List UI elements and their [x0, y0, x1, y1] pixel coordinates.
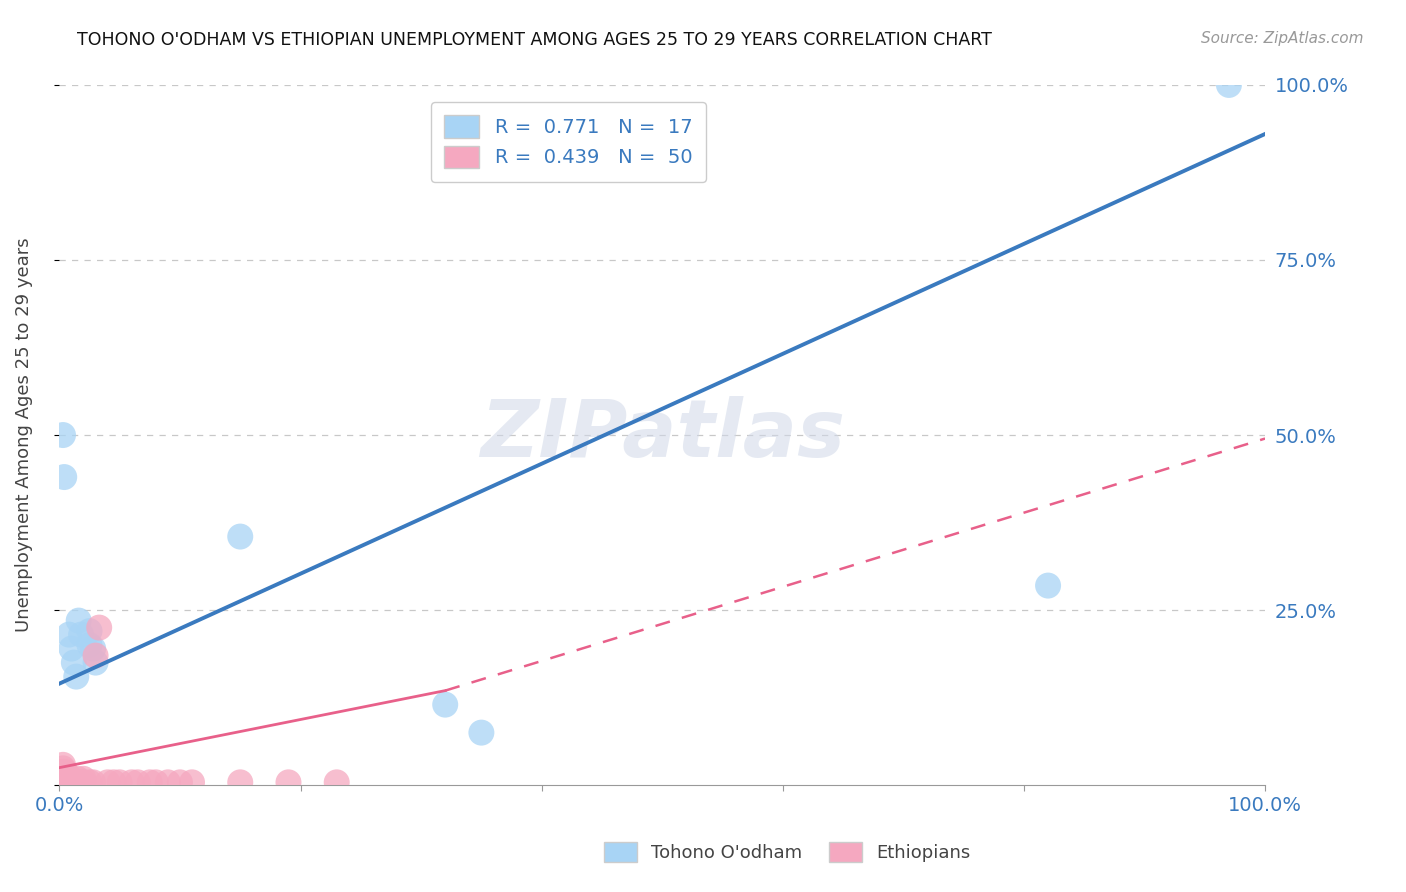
Point [121, 775, 143, 789]
Point [72, 775, 94, 789]
Point [79, 624, 101, 639]
Point [434, 698, 457, 712]
Point [55, 772, 77, 786]
Y-axis label: Unemployment Among Ages 25 to 29 years: Unemployment Among Ages 25 to 29 years [15, 238, 32, 632]
Point [66, 775, 89, 789]
Point [325, 775, 347, 789]
Point [145, 775, 167, 789]
Text: TOHONO O'ODHAM VS ETHIOPIAN UNEMPLOYMENT AMONG AGES 25 TO 29 YEARS CORRELATION C: TOHONO O'ODHAM VS ETHIOPIAN UNEMPLOYMENT… [77, 31, 993, 49]
Point [89, 621, 111, 635]
Point [56, 775, 79, 789]
Point [470, 725, 492, 739]
Point [97, 775, 120, 789]
Point [56, 772, 79, 786]
Point [56, 768, 79, 782]
Point [51, 772, 73, 786]
Point [229, 775, 252, 789]
Point [55, 772, 77, 786]
Point [63, 656, 86, 670]
Point [55, 775, 77, 789]
Point [52, 761, 75, 775]
Point [108, 775, 131, 789]
Point [181, 775, 204, 789]
Point [59, 775, 82, 789]
Legend: R =  0.771   N =  17, R =  0.439   N =  50: R = 0.771 N = 17, R = 0.439 N = 50 [430, 102, 706, 182]
Point [58, 775, 80, 789]
Point [277, 775, 299, 789]
Point [72, 772, 94, 786]
Legend: Tohono O'odham, Ethiopians: Tohono O'odham, Ethiopians [598, 834, 977, 870]
Point [53, 768, 76, 782]
Point [52, 775, 75, 789]
Point [63, 775, 86, 789]
Point [58, 627, 80, 641]
Point [52, 768, 75, 782]
Point [67, 614, 90, 628]
Point [139, 775, 162, 789]
Text: Source: ZipAtlas.com: Source: ZipAtlas.com [1201, 31, 1364, 46]
Point [51, 768, 73, 782]
Point [156, 775, 179, 789]
Point [53, 775, 76, 789]
Point [70, 627, 93, 641]
Point [127, 775, 149, 789]
Point [1218, 78, 1240, 92]
Point [84, 648, 107, 663]
Point [169, 775, 191, 789]
Point [51, 775, 73, 789]
Text: ZIPatlas: ZIPatlas [479, 396, 845, 474]
Point [52, 772, 75, 786]
Point [103, 775, 125, 789]
Point [60, 775, 83, 789]
Point [60, 772, 83, 786]
Point [1036, 578, 1059, 592]
Point [84, 656, 107, 670]
Point [66, 772, 89, 786]
Point [53, 772, 76, 786]
Point [229, 530, 252, 544]
Point [70, 775, 93, 789]
Point [52, 757, 75, 772]
Point [65, 670, 87, 684]
Point [79, 638, 101, 652]
Point [60, 641, 83, 656]
Point [52, 428, 75, 442]
Point [55, 768, 77, 782]
Point [53, 470, 76, 484]
Point [79, 775, 101, 789]
Point [58, 772, 80, 786]
Point [82, 641, 104, 656]
Point [52, 764, 75, 779]
Point [82, 775, 104, 789]
Point [55, 764, 77, 779]
Point [55, 775, 77, 789]
Point [51, 764, 73, 779]
